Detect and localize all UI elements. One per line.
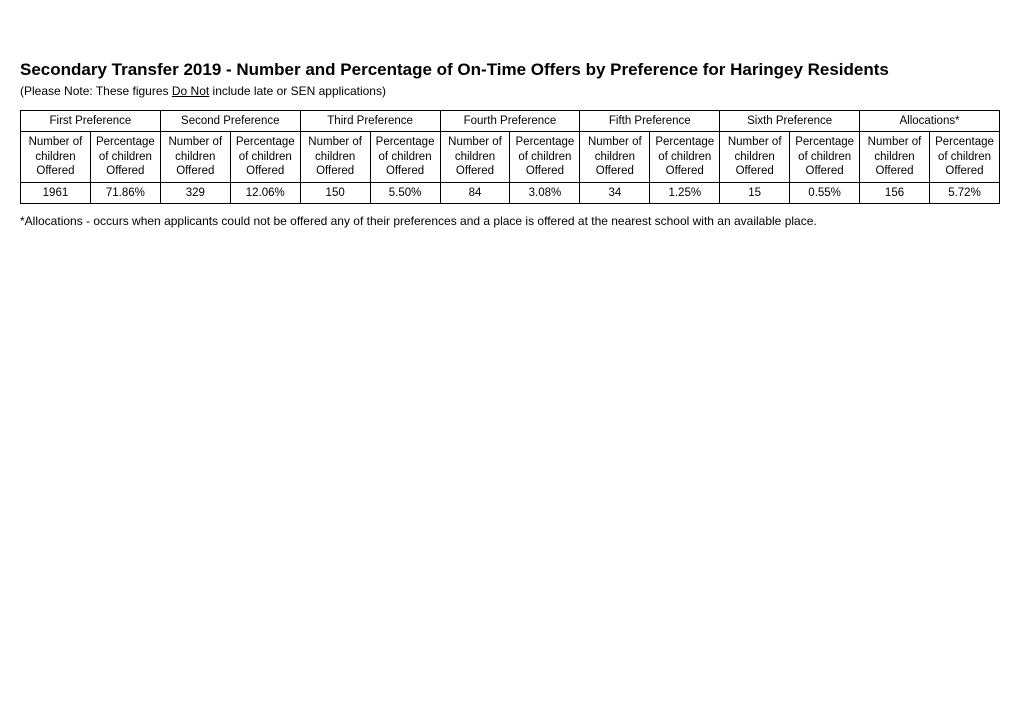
table-group-header-row: First Preference Second Preference Third… (21, 111, 1000, 132)
cell-percent: 5.50% (370, 182, 440, 203)
cell-percent: 3.08% (510, 182, 580, 203)
cell-number: 84 (440, 182, 510, 203)
cell-number: 34 (580, 182, 650, 203)
cell-number: 329 (160, 182, 230, 203)
group-header: First Preference (21, 111, 161, 132)
cell-percent: 5.72% (929, 182, 999, 203)
sub-header-number: Number of children Offered (160, 132, 230, 182)
sub-header-percent: Percentage of children Offered (790, 132, 860, 182)
sub-header-number: Number of children Offered (580, 132, 650, 182)
sub-header-number: Number of children Offered (440, 132, 510, 182)
sub-header-percent: Percentage of children Offered (650, 132, 720, 182)
group-header: Second Preference (160, 111, 300, 132)
sub-header-percent: Percentage of children Offered (370, 132, 440, 182)
group-header: Sixth Preference (720, 111, 860, 132)
cell-number: 156 (860, 182, 930, 203)
sub-header-percent: Percentage of children Offered (230, 132, 300, 182)
sub-header-percent: Percentage of children Offered (929, 132, 999, 182)
sub-header-number: Number of children Offered (21, 132, 91, 182)
sub-header-number: Number of children Offered (720, 132, 790, 182)
cell-percent: 71.86% (90, 182, 160, 203)
note-suffix: include late or SEN applications) (209, 84, 386, 98)
group-header: Fifth Preference (580, 111, 720, 132)
cell-percent: 12.06% (230, 182, 300, 203)
note: (Please Note: These figures Do Not inclu… (20, 84, 1000, 98)
group-header: Third Preference (300, 111, 440, 132)
offers-table: First Preference Second Preference Third… (20, 110, 1000, 204)
cell-percent: 0.55% (790, 182, 860, 203)
sub-header-percent: Percentage of children Offered (510, 132, 580, 182)
sub-header-percent: Percentage of children Offered (90, 132, 160, 182)
cell-number: 15 (720, 182, 790, 203)
cell-number: 1961 (21, 182, 91, 203)
group-header: Fourth Preference (440, 111, 580, 132)
cell-number: 150 (300, 182, 370, 203)
note-underline: Do Not (172, 84, 209, 98)
sub-header-number: Number of children Offered (300, 132, 370, 182)
table-row: 1961 71.86% 329 12.06% 150 5.50% 84 3.08… (21, 182, 1000, 203)
footnote: *Allocations - occurs when applicants co… (20, 214, 1000, 228)
table-sub-header-row: Number of children Offered Percentage of… (21, 132, 1000, 182)
note-prefix: (Please Note: These figures (20, 84, 172, 98)
page-title: Secondary Transfer 2019 - Number and Per… (20, 60, 1000, 80)
group-header: Allocations* (860, 111, 1000, 132)
sub-header-number: Number of children Offered (860, 132, 930, 182)
cell-percent: 1.25% (650, 182, 720, 203)
